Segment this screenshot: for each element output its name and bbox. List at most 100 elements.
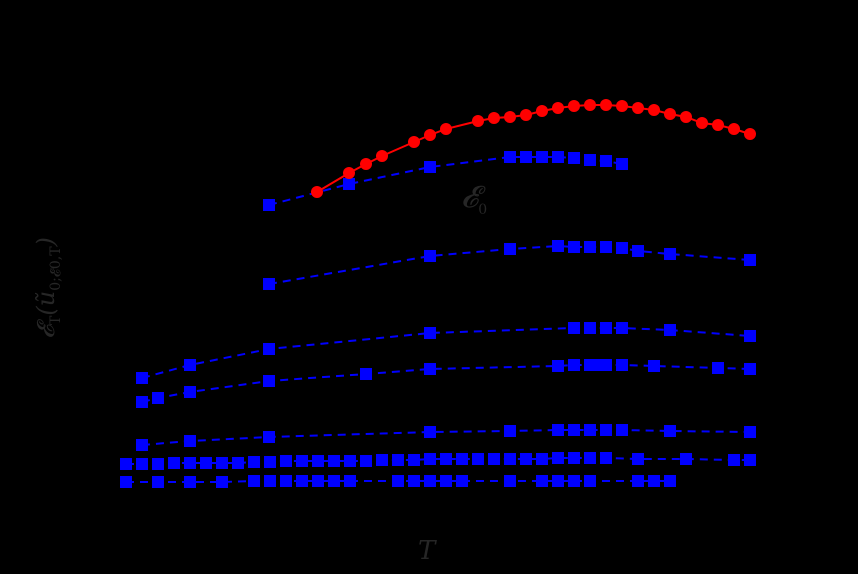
data-point-marker [392,454,404,466]
data-point-marker [456,475,468,487]
data-point-marker [216,476,228,488]
data-point-marker [344,475,356,487]
data-point-marker [263,375,275,387]
data-point-marker [263,199,275,211]
data-point-marker [536,475,548,487]
data-point-marker [136,372,148,384]
series-line [268,156,623,206]
data-point-marker [600,452,612,464]
data-point-marker [664,324,676,336]
data-point-marker [424,363,436,375]
data-point-marker [311,186,323,198]
data-point-marker [616,158,628,170]
data-point-marker [632,453,644,465]
data-point-marker [264,456,276,468]
data-point-marker [648,475,660,487]
data-point-marker [712,362,724,374]
data-point-marker [632,102,644,114]
data-point-marker [152,392,164,404]
series-line [141,429,751,446]
data-point-marker [488,112,500,124]
data-point-marker [344,455,356,467]
annotation-main: 𝓔 [461,180,479,215]
data-point-marker [343,167,355,179]
data-point-marker [584,322,596,334]
data-point-marker [584,154,596,166]
data-point-marker [184,359,196,371]
data-point-marker [568,322,580,334]
data-point-marker [328,455,340,467]
data-point-marker [136,439,148,451]
data-point-marker [536,453,548,465]
data-point-marker [296,475,308,487]
data-point-marker [616,359,628,371]
data-point-marker [120,458,132,470]
data-point-marker [536,105,548,117]
data-point-marker [424,250,436,262]
annotation-sub: 0 [478,202,488,218]
series-blue-1 [263,151,628,211]
y-axis-label-sub: T [47,315,64,325]
data-point-marker [696,117,708,129]
data-point-marker [632,245,644,257]
data-point-marker [360,158,372,170]
data-point-marker [744,128,756,140]
data-point-marker [152,458,164,470]
data-point-marker [200,457,212,469]
data-point-marker [263,343,275,355]
data-point-marker [552,424,564,436]
data-point-marker [568,152,580,164]
data-point-marker [424,129,436,141]
data-point-marker [664,248,676,260]
data-point-marker [424,453,436,465]
data-point-marker [312,455,324,467]
y-axis-label: 𝓔T(ũ0;𝓔0,T) [32,188,64,388]
data-point-marker [600,241,612,253]
data-point-marker [584,99,596,111]
data-point-marker [504,111,516,123]
data-point-marker [376,150,388,162]
series-line [141,327,751,379]
data-point-marker [472,453,484,465]
data-point-marker [744,426,756,438]
data-point-marker [472,115,484,127]
data-point-marker [248,475,260,487]
data-point-marker [568,452,580,464]
data-point-marker [680,111,692,123]
data-point-marker [440,453,452,465]
data-point-marker [360,455,372,467]
data-point-marker [216,457,228,469]
data-point-marker [504,151,516,163]
data-point-marker [360,368,372,380]
series-blue-6 [120,452,756,470]
data-point-marker [263,431,275,443]
data-point-marker [184,386,196,398]
data-point-marker [568,100,580,112]
series-blue-3 [136,322,756,384]
data-point-marker [456,453,468,465]
data-point-marker [408,475,420,487]
data-point-marker [440,123,452,135]
data-point-marker [343,178,355,190]
data-point-marker [664,425,676,437]
data-point-marker [584,452,596,464]
data-point-marker [136,396,148,408]
data-point-marker [184,476,196,488]
data-point-marker [488,453,500,465]
data-point-marker [680,453,692,465]
data-point-marker [136,458,148,470]
data-point-marker [728,123,740,135]
data-point-marker [552,475,564,487]
data-point-marker [552,102,564,114]
data-point-marker [264,475,276,487]
y-axis-label-close: ) [32,237,61,247]
data-point-marker [728,454,740,466]
data-point-marker [520,453,532,465]
data-point-marker [552,151,564,163]
data-point-marker [424,161,436,173]
data-point-marker [552,452,564,464]
data-point-marker [408,136,420,148]
data-point-marker [520,109,532,121]
data-point-marker [664,475,676,487]
data-point-marker [376,454,388,466]
